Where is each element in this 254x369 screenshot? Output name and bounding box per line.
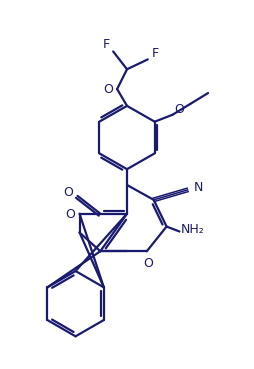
Text: O: O <box>142 256 152 270</box>
Text: O: O <box>66 208 75 221</box>
Text: O: O <box>174 103 184 116</box>
Text: N: N <box>193 182 202 194</box>
Text: F: F <box>152 47 159 60</box>
Text: F: F <box>102 38 109 51</box>
Text: O: O <box>103 83 113 96</box>
Text: NH₂: NH₂ <box>180 223 203 236</box>
Text: O: O <box>64 186 73 199</box>
